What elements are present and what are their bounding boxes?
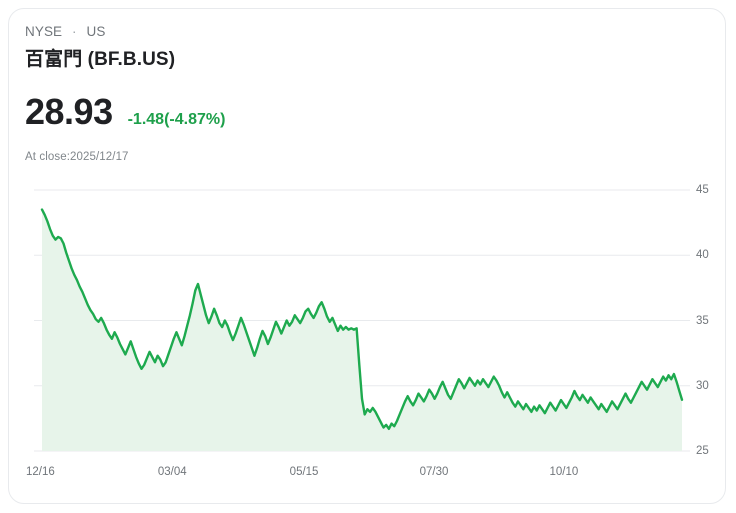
price-value: 28.93 (25, 91, 113, 132)
x-axis-tick-label: 07/30 (419, 466, 449, 478)
exchange-region-row: NYSE · US (25, 23, 105, 41)
y-axis-tick-label: 25 (696, 445, 709, 457)
stock-quote-card: NYSE · US 百富門 (BF.B.US) 28.93 -1.48(-4.8… (8, 8, 726, 504)
x-axis-tick-label: 12/16 (26, 466, 55, 478)
price-chart-svg[interactable] (9, 169, 726, 504)
x-axis-tick-label: 03/04 (157, 466, 187, 478)
y-axis-tick-label: 30 (696, 379, 709, 392)
price-change: -1.48(-4.87%) (127, 111, 226, 128)
market-status-note: At close:2025/12/17 (25, 151, 129, 163)
chart-area-fill (42, 209, 682, 451)
chart-line (40, 208, 684, 431)
exchange-label: NYSE (25, 24, 63, 39)
y-axis-tick-label: 45 (696, 184, 709, 196)
y-axis-tick-label: 35 (696, 314, 709, 327)
price-row: 28.93 -1.48(-4.87%) (25, 91, 225, 133)
y-axis-tick-label: 40 (696, 249, 709, 262)
region-label: US (86, 24, 106, 39)
price-chart[interactable]: 45 40 35 30 25 12/16 03/04 05/15 07/30 10/10 (9, 169, 726, 504)
x-axis-tick-label: 05/15 (289, 466, 319, 478)
page-title: 百富門 (BF.B.US) (25, 49, 176, 70)
separator-dot: · (72, 24, 77, 39)
x-axis-tick-label: 10/10 (549, 466, 579, 478)
